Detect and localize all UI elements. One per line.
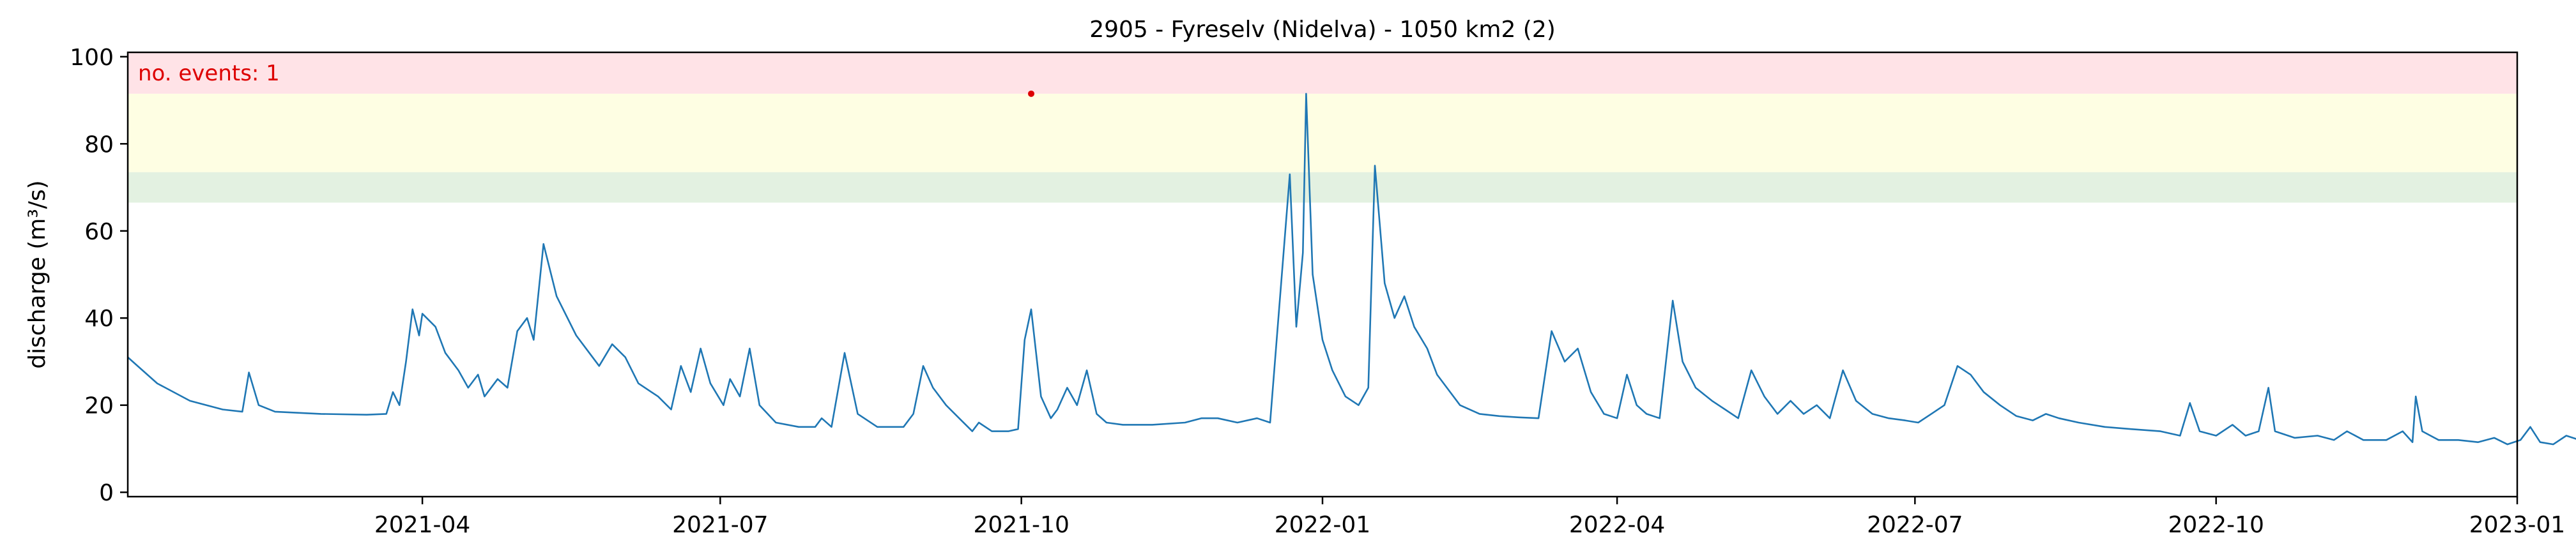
x-tick-label: 2022-01 (1275, 512, 1370, 538)
series-line-discharge (127, 93, 2576, 446)
events-count-annotation: no. events: 1 (138, 61, 280, 86)
y-tick-label: 100 (70, 45, 114, 71)
x-tick-label: 2023-01 (2469, 512, 2565, 538)
x-tick-label: 2022-10 (2168, 512, 2264, 538)
y-tick-label: 40 (84, 306, 114, 332)
chart-title: 2905 - Fyreselv (Nidelva) - 1050 km2 (2) (1089, 17, 1556, 43)
threshold-band-level-3 (128, 52, 2517, 94)
threshold-band-level-1 (128, 172, 2517, 203)
y-tick-label: 80 (84, 131, 114, 158)
y-axis: 0 20 40 60 80 100 (70, 45, 128, 506)
x-tick-label: 2021-07 (672, 512, 768, 538)
x-tick-label: 2022-04 (1569, 512, 1665, 538)
threshold-band-level-2 (128, 93, 2517, 172)
y-axis-label: discharge (m³/s) (24, 180, 50, 368)
series-layer (127, 93, 2576, 446)
x-tick-label: 2021-04 (374, 512, 470, 538)
event-marker (1028, 90, 1035, 97)
y-tick-label: 0 (99, 480, 114, 506)
x-axis: 2021-04 2021-07 2021-10 2022-01 2022-04 2022-… (374, 497, 2565, 538)
x-tick-label: 2022-07 (1867, 512, 1963, 538)
y-tick-label: 20 (84, 393, 114, 419)
threshold-bands (128, 52, 2517, 203)
x-tick-label: 2021-10 (973, 512, 1069, 538)
y-tick-label: 60 (84, 219, 114, 245)
event-marker-layer (1028, 90, 1035, 97)
